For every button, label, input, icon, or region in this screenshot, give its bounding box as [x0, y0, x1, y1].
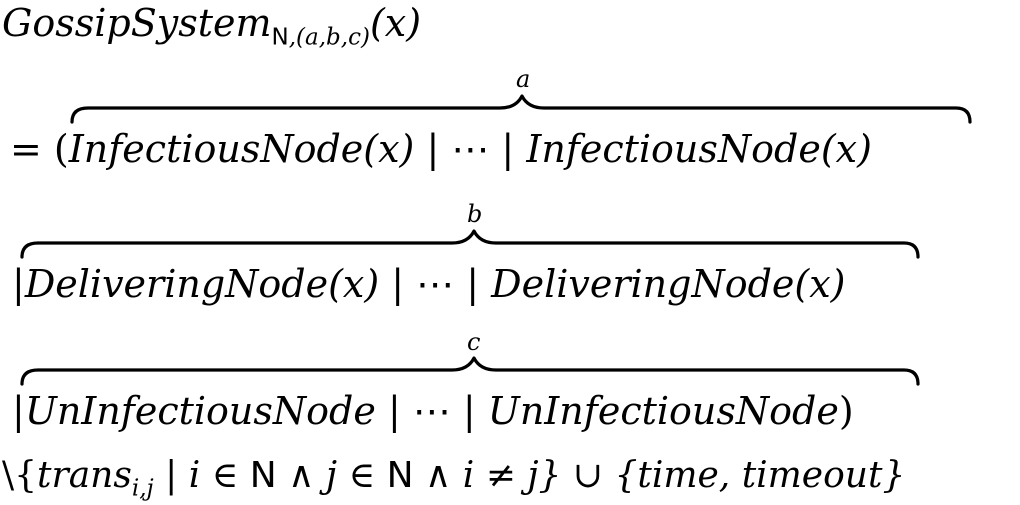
formula-title: GossipSystemN,(a,b,c)(x)	[2, 4, 421, 50]
line2-dots: ⋯	[416, 262, 455, 306]
infectious-node-first: InfectiousNode(x)	[68, 127, 415, 171]
brace-label-a: a	[516, 65, 531, 93]
formula-line-uninfectious: |UnInfectiousNode | ⋯ | UnInfectiousNode…	[12, 392, 854, 430]
line2-prefix: |	[12, 262, 25, 306]
overbrace-b	[20, 229, 920, 259]
formula-line-transitions: \{transi,j | i ∈ N ∧ j ∈ N ∧ i ≠ j} ∪ {t…	[2, 458, 905, 501]
condition-rest: ∧ i ≠ j} ∪ {time, timeout}	[413, 455, 906, 496]
trans-symbol: trans	[37, 455, 132, 496]
subscript-params: ,(a,b,c)	[288, 24, 370, 51]
line3-prefix: |	[12, 389, 25, 433]
line1-prefix: = (	[10, 127, 69, 171]
set-n-second: N	[386, 455, 414, 496]
overbrace-c	[20, 356, 920, 386]
line2-sep1: |	[379, 262, 417, 306]
line1-sep2: |	[489, 127, 527, 171]
brace-label-c: c	[467, 328, 481, 356]
line1-dots: ⋯	[451, 127, 490, 171]
subscript-set: N	[271, 24, 289, 51]
trans-subscript: i,j	[131, 475, 154, 502]
system-name: GossipSystem	[2, 1, 272, 45]
overbrace-a	[70, 94, 972, 124]
line3-sep1: |	[375, 389, 413, 433]
system-argument: (x)	[369, 1, 422, 45]
formula-line-delivering: |DeliveringNode(x) | ⋯ | DeliveringNode(…	[12, 265, 845, 303]
uninfectious-node-first: UnInfectiousNode	[24, 389, 376, 433]
brace-label-b: b	[467, 200, 483, 228]
system-subscript: N,(a,b,c)	[272, 25, 370, 51]
infectious-node-last: InfectiousNode(x)	[526, 127, 872, 171]
delivering-node-first: DeliveringNode(x)	[24, 262, 380, 306]
setminus-open: \{	[2, 455, 38, 496]
set-n-first: N	[249, 455, 277, 496]
condition-i: | i ∈	[153, 455, 250, 496]
condition-j: ∧ j ∈	[276, 455, 387, 496]
line1-sep1: |	[414, 127, 452, 171]
line3-sep2: |	[450, 389, 488, 433]
formula-line-infectious: = (InfectiousNode(x) | ⋯ | InfectiousNod…	[10, 130, 872, 168]
uninfectious-node-last: UnInfectiousNode	[487, 389, 839, 433]
line3-suffix: )	[838, 389, 854, 433]
line3-dots: ⋯	[412, 389, 451, 433]
line2-sep2: |	[454, 262, 492, 306]
delivering-node-last: DeliveringNode(x)	[491, 262, 846, 306]
